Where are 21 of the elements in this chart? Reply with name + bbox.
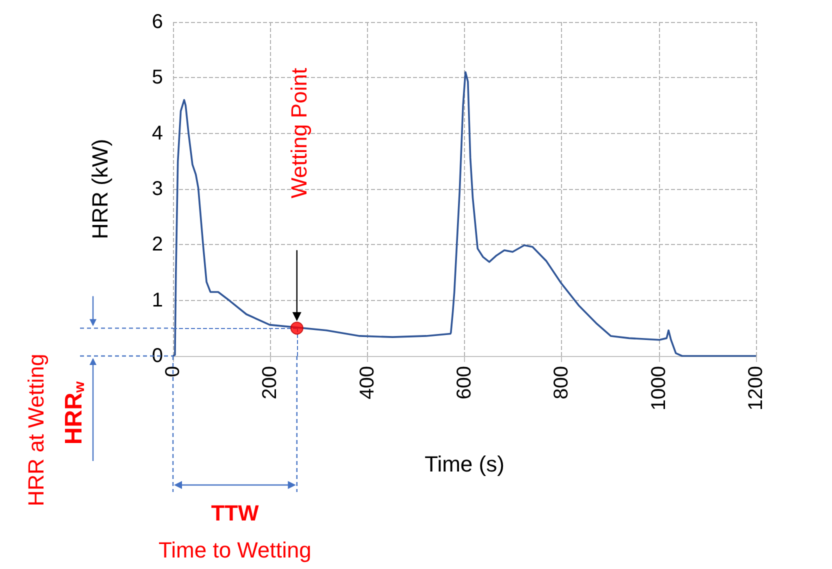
y-tick-label: 1	[152, 289, 163, 312]
text: TTW	[211, 500, 259, 526]
x-axis-title: Time (s)	[424, 452, 504, 476]
y-axis-title: HRR (kW)	[88, 138, 112, 240]
y-tick-label: 2	[152, 234, 163, 256]
x-tick-label: 1200	[745, 366, 767, 410]
y-tick-label: 6	[152, 11, 163, 33]
y-tick-label: 0	[152, 345, 163, 367]
text: HRR at Wetting	[24, 354, 48, 506]
y-tick-label: 4	[152, 122, 163, 144]
y-tick-label: 3	[152, 178, 163, 200]
annotation: Wetting Point	[286, 68, 312, 198]
x-tick-label: 200	[259, 366, 282, 400]
x-tick-label: 800	[550, 366, 573, 400]
x-tick-label: 600	[454, 366, 476, 400]
x-tick-label: 1000	[648, 366, 670, 410]
x-tick-label: 0	[162, 366, 184, 378]
x-tick-label: 400	[356, 366, 378, 400]
text: HRRw	[60, 380, 88, 445]
text: Time to Wetting	[158, 538, 312, 562]
y-tick-label: 5	[152, 66, 163, 89]
